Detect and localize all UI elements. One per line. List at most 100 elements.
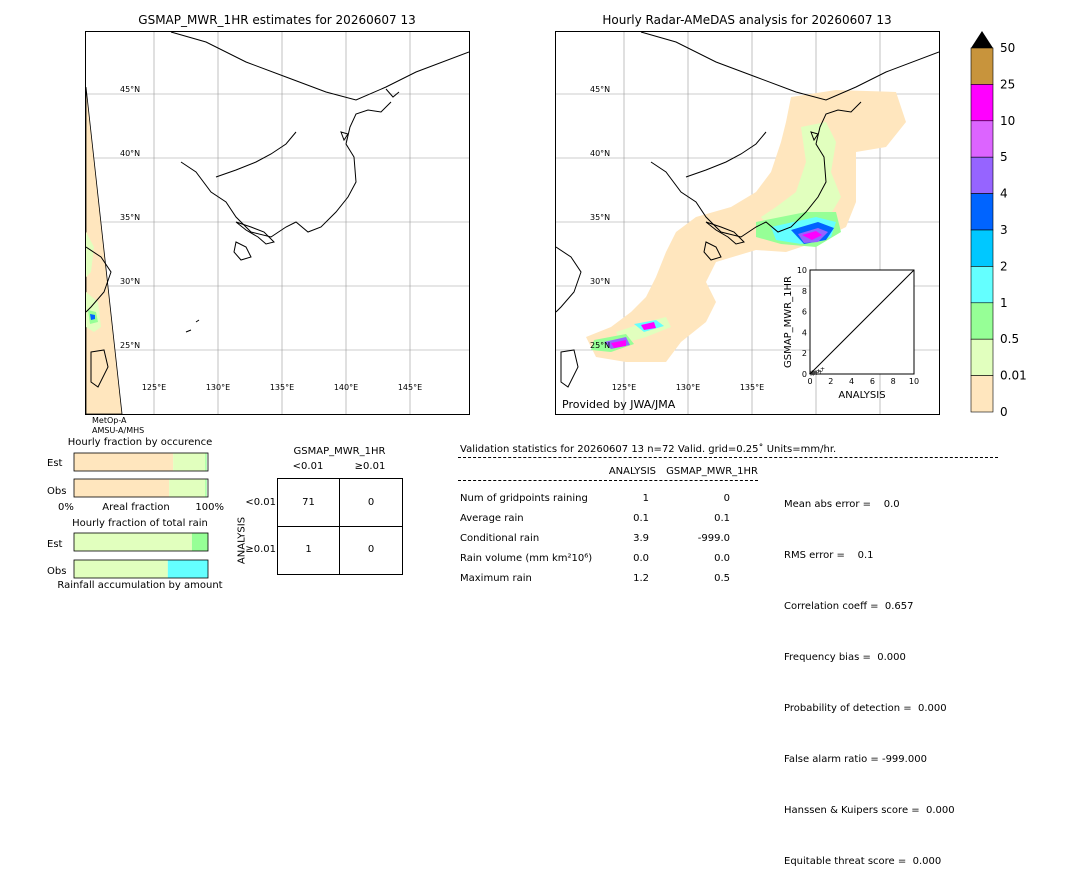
scatter-x-tick: 4 xyxy=(849,377,854,386)
colorbar-label: 5 xyxy=(1000,150,1008,164)
bar-segment xyxy=(74,560,168,578)
colorbar-swatch xyxy=(970,120,994,158)
provider-credit: Provided by JWA/JMA xyxy=(562,398,676,411)
bar-segment xyxy=(191,533,208,551)
colorbar-overflow-arrow xyxy=(971,31,993,48)
total-rain-bars xyxy=(73,532,209,579)
left-lat-label: 45°N xyxy=(120,85,140,94)
right-map-panel: 45°N 40°N 35°N 30°N 25°N 125°E 130°E 135… xyxy=(555,31,940,415)
right-map-title: Hourly Radar-AMeDAS analysis for 2026060… xyxy=(602,13,892,27)
scatter-x-tick: 6 xyxy=(870,377,875,386)
bar-segment xyxy=(74,453,174,471)
scatter-x-tick: 2 xyxy=(828,377,833,386)
validation-scores: Mean abs error = 0.0 RMS error = 0.1 Cor… xyxy=(784,462,955,887)
right-lon-labels: 125°E 130°E 135°E xyxy=(612,383,764,392)
scatter-x-tick: 10 xyxy=(909,377,919,386)
bar-segment xyxy=(74,533,192,551)
colorbar-label: 10 xyxy=(1000,114,1015,128)
left-lon-label: 145°E xyxy=(398,383,422,392)
occurrence-axis-right: 100% xyxy=(195,502,224,512)
scatter-diagonal xyxy=(809,269,915,375)
scatter-y-tick: 10 xyxy=(797,266,807,275)
bar-frame xyxy=(73,559,209,579)
left-lon-labels: 125°E 130°E 135°E 140°E 145°E xyxy=(142,383,422,392)
right-lat-label: 45°N xyxy=(590,85,610,94)
score-rms-error: RMS error = 0.1 xyxy=(784,550,874,561)
scatter-point: + xyxy=(818,369,823,376)
bar-frame xyxy=(73,478,209,498)
right-lon-label: 125°E xyxy=(612,383,636,392)
scatter-inset: 0 2 4 6 8 10 0 2 4 6 8 10 + + + + + + + + + + ANALYSIS GSMA… xyxy=(778,262,928,402)
occurrence-chart: Est Obs 0% Areal fraction 100% xyxy=(40,450,230,513)
scatter-point: + xyxy=(820,366,825,373)
occurrence-axis-left: 0% xyxy=(58,502,74,512)
scatter-point: + xyxy=(811,371,816,378)
right-lon-label: 135°E xyxy=(740,383,764,392)
colorbar-svg: 50 25 10 5 4 3 2 1 0.5 0.01 0 xyxy=(970,31,1027,419)
scatter-y-tick: 0 xyxy=(802,370,807,379)
colorbar-label: 0.5 xyxy=(1000,332,1019,346)
validation-row-label: Rain volume (mm km²10⁶) xyxy=(460,553,593,564)
bar-segment xyxy=(205,453,207,471)
left-coastlines xyxy=(86,32,469,388)
right-lat-label: 35°N xyxy=(590,213,610,222)
validation-analysis-value: 3.9 xyxy=(633,533,649,544)
validation-gsmap-value: -999.0 xyxy=(697,533,730,544)
radar-rain-south-3 xyxy=(611,340,626,348)
left-lon-label: 125°E xyxy=(142,383,166,392)
colorbar-swatch xyxy=(970,302,994,340)
validation-gsmap-value: 0.1 xyxy=(714,513,730,524)
colorbar-label: 2 xyxy=(1000,259,1008,273)
occurrence-axis-middle: Areal fraction xyxy=(102,502,169,512)
validation-analysis-value: 0.1 xyxy=(633,513,649,524)
left-map-title: GSMAP_MWR_1HR estimates for 20260607 13 xyxy=(138,13,416,27)
left-lon-label: 140°E xyxy=(334,383,358,392)
satellite-name: MetOp-A xyxy=(92,416,127,425)
contingency-row-header-0: <0.01 xyxy=(245,497,276,508)
radar-rain-okinawa-3 xyxy=(641,322,656,330)
score-ets: Equitable threat score = 0.000 xyxy=(784,856,942,867)
total-rain-chart: Est Obs xyxy=(40,530,230,592)
validation-analysis-value: 1 xyxy=(642,493,649,504)
occurrence-obs-label: Obs xyxy=(47,486,66,497)
satellite-note: MetOp-A AMSU-A/MHS xyxy=(92,416,144,436)
occurrence-est-label: Est xyxy=(47,458,63,469)
scatter-svg: 0 2 4 6 8 10 0 2 4 6 8 10 ++++++++++ ANALYSIS GSMA… xyxy=(783,266,919,401)
scatter-x-tick: 8 xyxy=(891,377,896,386)
scatter-y-tick: 2 xyxy=(802,349,807,358)
score-pod: Probability of detection = 0.000 xyxy=(784,703,947,714)
validation-col-gsmap: GSMAP_MWR_1HR xyxy=(666,466,758,477)
validation-analysis-values: 1 0.1 3.9 0.0 1.2 xyxy=(600,489,649,589)
colorbar-swatch xyxy=(970,338,994,376)
occurrence-bars xyxy=(73,452,209,498)
left-map-grid xyxy=(86,32,469,414)
scatter-y-tick: 8 xyxy=(802,287,807,296)
validation-gsmap-value: 0 xyxy=(723,493,730,504)
scatter-y-tick: 6 xyxy=(802,308,807,317)
validation-analysis-value: 1.2 xyxy=(633,573,649,584)
occurrence-svg: Est Obs 0% Areal fraction 100% xyxy=(47,452,224,513)
colorbar-label: 0.01 xyxy=(1000,369,1027,383)
left-swath-shape xyxy=(86,86,123,414)
colorbar-label: 4 xyxy=(1000,187,1008,201)
right-map-svg: 45°N 40°N 35°N 30°N 25°N 125°E 130°E 135… xyxy=(556,32,939,414)
scatter-x-ticks: 0 2 4 6 8 10 xyxy=(807,377,919,386)
bar-frame xyxy=(73,452,209,472)
score-far: False alarm ratio = -999.000 xyxy=(784,754,927,765)
scatter-point: + xyxy=(812,370,817,377)
left-lon-label: 135°E xyxy=(270,383,294,392)
colorbar-swatch xyxy=(970,266,994,304)
total-rain-obs-label: Obs xyxy=(47,566,66,577)
colorbar-label: 1 xyxy=(1000,296,1008,310)
validation-gsmap-values: 0 0.1 -999.0 0.0 0.5 xyxy=(670,489,730,589)
bar-segment xyxy=(205,479,207,497)
colorbar-label: 50 xyxy=(1000,41,1015,55)
right-lon-label: 130°E xyxy=(676,383,700,392)
validation-row-label: Conditional rain xyxy=(460,533,540,544)
bar-frame xyxy=(73,532,209,552)
validation-header: Validation statistics for 20260607 13 n=… xyxy=(460,444,837,455)
contingency-col-header-0: <0.01 xyxy=(292,461,324,472)
right-lat-label: 25°N xyxy=(590,341,610,350)
scatter-point: + xyxy=(816,368,821,375)
contingency-divider-h xyxy=(278,526,402,527)
